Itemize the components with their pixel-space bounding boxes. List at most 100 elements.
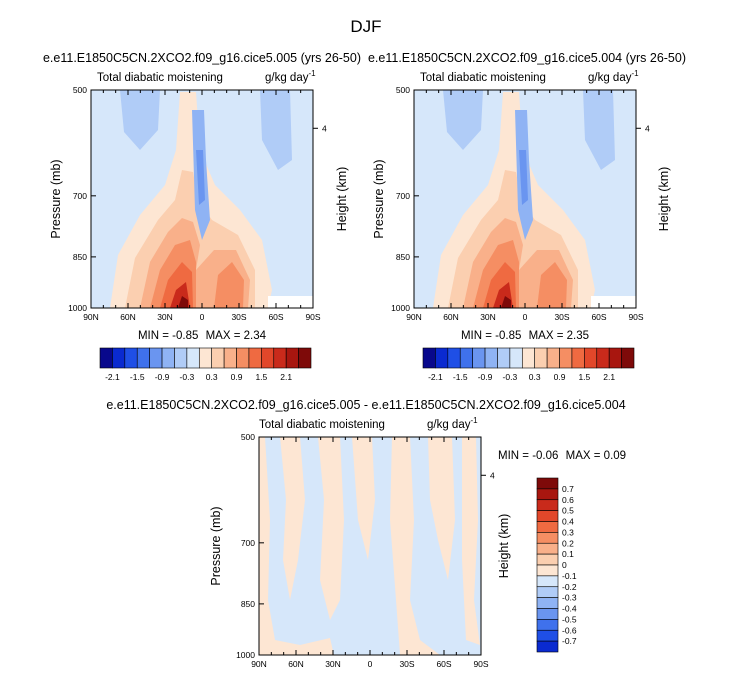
panel-b-y2label: Height (km) [657, 167, 671, 232]
colorbar-label: 0.3 [206, 372, 218, 382]
colorbar-swatch [459, 347, 473, 369]
colorbar-label: -2.1 [105, 372, 120, 382]
colorbar-label: -0.6 [562, 625, 577, 635]
y-tick-label: 1000 [68, 303, 87, 313]
colorbar-label: -0.7 [562, 636, 577, 646]
y-tick-label: 850 [396, 252, 410, 262]
panel-b-missing-area [591, 296, 636, 308]
colorbar-label: 0 [562, 560, 567, 570]
panel-b-ylabel: Pressure (mb) [372, 159, 386, 238]
x-tick-label: 0 [200, 312, 205, 322]
colorbar-label: 0.5 [562, 506, 574, 516]
panel-diff-ylabel: Pressure (mb) [209, 506, 223, 585]
panel-b-units-exp: -1 [631, 69, 639, 78]
panel-b-minmax: MIN = -0.85 MAX = 2.35 [461, 330, 589, 342]
x-tick-label: 30N [157, 312, 173, 322]
panel-a-y2label: Height (km) [335, 167, 349, 232]
panel-a-xticks: 90N 60N 30N 0 30S 60S 90S [83, 90, 321, 322]
y2-tick-label: 4 [322, 123, 327, 133]
colorbar-swatch [521, 347, 536, 369]
panel-diff-pos-region [352, 437, 375, 560]
colorbar-swatch [484, 347, 498, 369]
panel-diff-colorbar: 0.70.60.50.40.30.20.10-0.1-0.2-0.3-0.4-0… [536, 477, 577, 653]
panel-b-title: Total diabatic moistening [420, 72, 546, 84]
panel-b-y2ticks: 4 [636, 123, 650, 133]
panel-a-max-value: 2.34 [244, 330, 267, 342]
panel-a-neg-core [196, 150, 205, 205]
panel-b-neg-core [519, 150, 528, 205]
colorbar-swatch [536, 640, 559, 653]
colorbar-label: -0.3 [180, 372, 195, 382]
colorbar-label: -0.3 [562, 593, 577, 603]
colorbar-label: -2.1 [428, 372, 443, 382]
colorbar-swatch [149, 347, 163, 369]
colorbar-swatch [422, 347, 436, 369]
colorbar-swatch [536, 575, 559, 588]
panel-diff-min-label: MIN = [498, 450, 529, 462]
panel-diff-max-label: MAX = [566, 450, 601, 462]
panel-a-field [91, 90, 313, 308]
colorbar-label: -1.5 [130, 372, 145, 382]
x-tick-label: 30N [480, 312, 496, 322]
colorbar-label: 1.5 [578, 372, 590, 382]
colorbar-label: -0.1 [562, 571, 577, 581]
y-tick-label: 700 [396, 191, 410, 201]
y-tick-label: 850 [73, 252, 87, 262]
colorbar-label: 0.9 [554, 372, 566, 382]
panel-diff: e.e11.E1850C5CN.2XCO2.f09_g16.cice5.005 … [106, 398, 626, 669]
colorbar-label: 0.2 [562, 538, 574, 548]
x-tick-label: 0 [523, 312, 528, 322]
panel-a-yticks: 500 700 850 1000 [68, 85, 96, 313]
x-tick-label: 60N [443, 312, 459, 322]
panel-a-title: Total diabatic moistening [97, 72, 223, 84]
colorbar-label: 1.5 [255, 372, 267, 382]
x-tick-label: 60S [591, 312, 606, 322]
panel-diff-y2ticks: 4 [481, 470, 495, 480]
colorbar-swatch [536, 510, 559, 522]
colorbar-swatch [174, 347, 188, 369]
panel-diff-pos-region [259, 437, 334, 655]
colorbar-swatch [211, 347, 225, 369]
colorbar-label: -0.4 [562, 604, 577, 614]
panel-b-neg-region [583, 90, 615, 170]
x-tick-label: 90N [251, 659, 267, 669]
colorbar-swatch [112, 347, 126, 369]
panel-a-units-exp: -1 [308, 69, 316, 78]
x-tick-label: 90S [305, 312, 320, 322]
panel-a-min-value: -0.85 [172, 330, 198, 342]
colorbar-swatch [536, 488, 559, 501]
colorbar-swatch [236, 347, 250, 369]
panel-diff-units-exp: -1 [470, 416, 478, 425]
panel-diff-pos-region [280, 437, 305, 600]
panel-b-max-value: 2.35 [567, 330, 589, 342]
panel-b-min-label: MIN = [461, 330, 492, 342]
colorbar-label: 0.1 [562, 549, 574, 559]
y2-tick-label: 4 [490, 470, 495, 480]
panel-diff-units: g/kg day-1 [427, 416, 478, 431]
panel-b-pos-region [537, 262, 567, 308]
panel-b-units: g/kg day-1 [588, 69, 639, 84]
colorbar-label: 2.1 [603, 372, 615, 382]
colorbar-swatch [124, 347, 138, 369]
colorbar-swatch [536, 499, 559, 511]
panel-b: e.e11.E1850C5CN.2XCO2.f09_g16.cice5.004 … [368, 51, 686, 382]
panel-diff-pos-region [428, 437, 455, 580]
panel-a-min-label: MIN = [138, 330, 169, 342]
colorbar-swatch [497, 347, 511, 369]
x-tick-label: 0 [368, 659, 373, 669]
colorbar-label: -1.5 [453, 372, 468, 382]
colorbar-swatch [536, 553, 559, 566]
panel-a-case-label: e.e11.E1850C5CN.2XCO2.f09_g16.cice5.005 … [43, 51, 361, 65]
panel-b-colorbar: -2.1 -1.5 -0.9 -0.3 0.3 0.9 1.5 2.1 [422, 347, 635, 382]
y-tick-label: 500 [73, 85, 87, 95]
colorbar-swatch [584, 347, 598, 369]
colorbar-label: 0.3 [562, 527, 574, 537]
panel-a-y2ticks: 4 [313, 123, 327, 133]
panel-diff-pos-region [318, 437, 344, 620]
x-tick-label: 90S [628, 312, 643, 322]
panel-diff-max-value: 0.09 [604, 450, 626, 462]
x-tick-label: 30S [554, 312, 569, 322]
panel-diff-yticks: 500 700 850 1000 [236, 432, 264, 660]
colorbar-swatch [198, 347, 213, 369]
